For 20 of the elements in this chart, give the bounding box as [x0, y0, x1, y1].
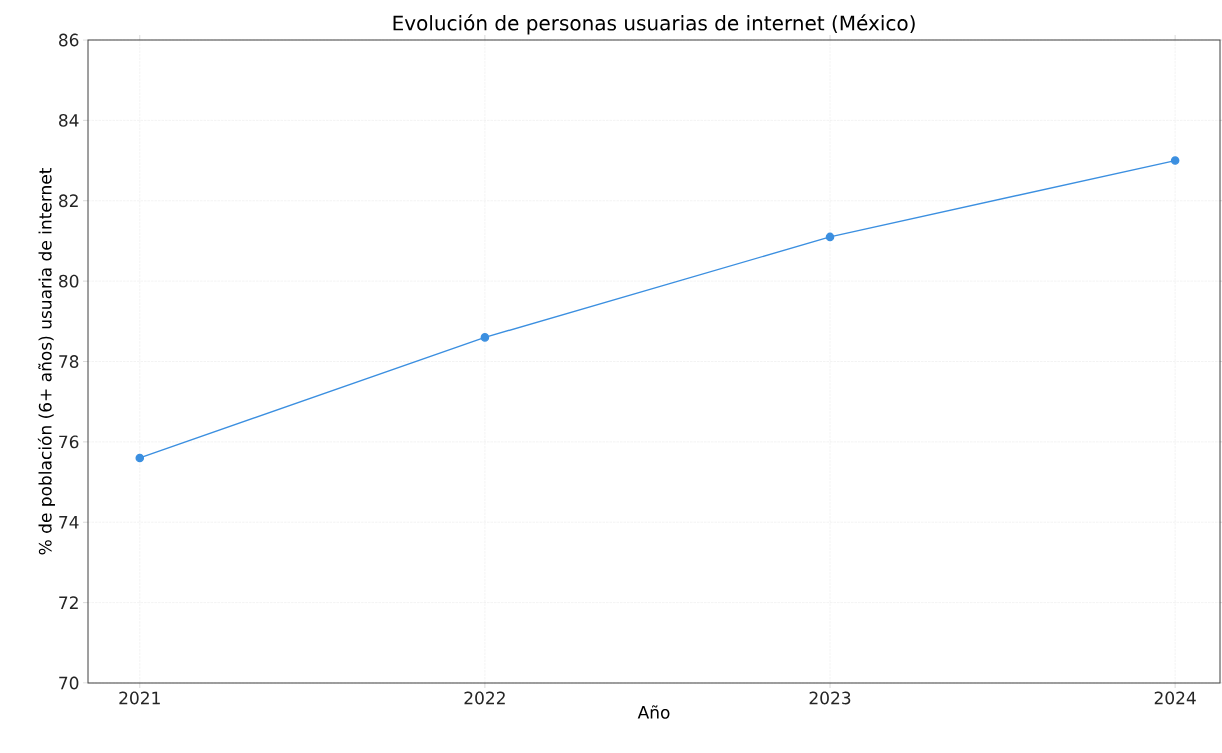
- x-axis-title: Año: [637, 705, 670, 719]
- chart-title: Evolución de personas usuarias de internet (México): [393, 14, 915, 35]
- y-axis-title: % de población (6+ años) usuaria de internet: [37, 167, 55, 555]
- x-tick-label: 2022: [464, 691, 505, 705]
- point: [825, 232, 835, 242]
- y-tick-label: 80: [59, 274, 79, 288]
- y-tick-label: 72: [59, 596, 78, 609]
- y-tick-label: 86: [59, 33, 79, 47]
- y-tick-label: 82: [59, 194, 78, 208]
- y-tick-label: 74: [59, 516, 79, 529]
- point: [1170, 156, 1180, 165]
- y-tick-label: 84: [59, 113, 79, 127]
- x-tick-label: 2024: [1154, 691, 1196, 705]
- y-tick-label: 76: [59, 435, 79, 449]
- y-tick-label: 70: [59, 676, 79, 690]
- x-tick-label: 2023: [809, 691, 851, 705]
- point: [480, 333, 490, 342]
- point: [135, 453, 145, 463]
- x-tick-label: 2021: [119, 691, 160, 705]
- y-tick-label: 78: [59, 355, 79, 368]
